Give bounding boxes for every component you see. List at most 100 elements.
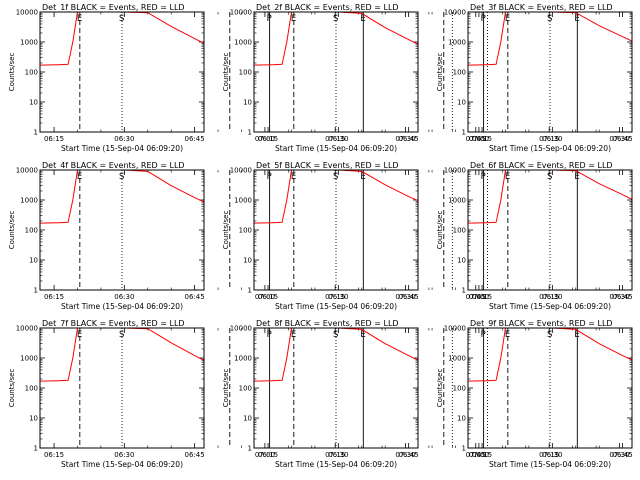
x-tick-label: 07:15: [539, 293, 559, 301]
plot-frame: [39, 11, 205, 133]
y-tick-label: 100: [453, 227, 466, 235]
y-axis-label: Counts/sec: [436, 53, 444, 92]
panel-title: Det_5f BLACK = Events, RED = LLD: [256, 161, 399, 170]
marker-letter: S: [547, 14, 552, 24]
events-series-line: [451, 69, 640, 91]
x-tick-label: 06:30: [542, 293, 562, 301]
y-tick-label: 10: [457, 257, 466, 265]
marker-letter: S: [547, 172, 552, 182]
x-tick-label: 06:30: [542, 135, 562, 143]
x-tick-label: 06:30: [328, 293, 348, 301]
x-tick-label: 06:45: [185, 293, 205, 301]
x-axis-label: Start Time (15-Sep-04 06:09:20): [61, 302, 183, 311]
y-tick-label: 1000: [20, 39, 38, 47]
x-tick-label: 06:15: [472, 451, 492, 459]
y-tick-label: 100: [239, 227, 252, 235]
y-tick-label: 100: [25, 385, 38, 393]
y-axis-label: Counts/sec: [222, 211, 230, 250]
x-tick-label: 07:15: [539, 135, 559, 143]
x-axis-label: Start Time (15-Sep-04 06:09:20): [275, 302, 397, 311]
panel-title: Det_1f BLACK = Events, RED = LLD: [42, 3, 185, 12]
x-tick-label: 06:30: [114, 293, 134, 301]
y-tick-label: 100: [239, 385, 252, 393]
x-tick-label: 07:30: [395, 135, 415, 143]
plot-frame: [467, 169, 633, 291]
y-tick-label: 10000: [16, 9, 38, 17]
x-tick-label: 06:15: [472, 293, 492, 301]
x-tick-label: 06:45: [399, 135, 419, 143]
marker-letter: S: [333, 330, 338, 340]
y-tick-label: 10000: [444, 167, 466, 175]
x-tick-label: 07:30: [395, 451, 415, 459]
marker-letter: S: [333, 172, 338, 182]
panel-title: Det_4f BLACK = Events, RED = LLD: [42, 161, 185, 170]
lld-series-line: [468, 12, 632, 66]
panel-det-5: Det_5f BLACK = Events, RED = LLD Counts/s…: [222, 161, 640, 311]
y-tick-label: 10000: [444, 9, 466, 17]
marker-letter: E: [574, 14, 579, 24]
x-axis-label: Start Time (15-Sep-04 06:09:20): [61, 460, 183, 469]
marker-letter: P: [481, 330, 486, 340]
x-tick-label: 06:15: [44, 451, 64, 459]
y-tick-label: 10: [457, 99, 466, 107]
x-tick-label: 07:30: [609, 293, 629, 301]
y-tick-label: 10: [457, 415, 466, 423]
y-axis-label: Counts/sec: [222, 53, 230, 92]
x-tick-label: 07:45: [466, 293, 486, 301]
y-tick-label: 10: [243, 99, 252, 107]
events-series-line: [237, 220, 448, 251]
lld-series-line: [468, 170, 632, 224]
panel-det-1: Det_1f BLACK = Events, RED = LLD Counts/s…: [8, 3, 488, 153]
x-tick-label: 06:30: [114, 135, 134, 143]
x-tick-label: 06:45: [399, 451, 419, 459]
panel-title: Det_2f BLACK = Events, RED = LLD: [256, 3, 399, 12]
y-axis-label: Counts/sec: [8, 211, 16, 250]
y-tick-label: 10000: [230, 9, 252, 17]
x-tick-label: 06:45: [613, 293, 633, 301]
y-tick-label: 1: [34, 287, 38, 295]
marker-letter: P: [481, 14, 486, 24]
y-tick-label: 1: [34, 445, 38, 453]
marker-letter: E: [77, 330, 82, 340]
y-tick-label: 10: [243, 257, 252, 265]
x-tick-label: 06:15: [44, 293, 64, 301]
marker-letter: E: [77, 14, 82, 24]
y-tick-label: 1000: [234, 197, 252, 205]
plot-frame: [253, 327, 419, 449]
x-tick-label: 06:45: [185, 135, 205, 143]
plot-frame: [39, 327, 205, 449]
x-tick-label: 06:15: [258, 293, 278, 301]
y-tick-label: 1: [248, 445, 252, 453]
marker-letter: E: [77, 172, 82, 182]
x-tick-label: 06:30: [328, 451, 348, 459]
y-tick-label: 1: [462, 287, 466, 295]
marker-letter: E: [291, 330, 296, 340]
panel-title: Det_8f BLACK = Events, RED = LLD: [256, 319, 399, 328]
marker-letter: E: [574, 330, 579, 340]
marker-letter: E: [574, 172, 579, 182]
x-axis-label: Start Time (15-Sep-04 06:09:20): [489, 460, 611, 469]
panel-title: Det_3f BLACK = Events, RED = LLD: [470, 3, 613, 12]
lld-series-line: [254, 170, 418, 224]
panel-det-6: Det_6f BLACK = Events, RED = LLD Counts/s…: [436, 161, 633, 311]
y-tick-label: 1: [462, 445, 466, 453]
y-tick-label: 1000: [20, 197, 38, 205]
marker-letter: E: [360, 172, 365, 182]
events-series-line: [451, 219, 640, 242]
plot-frame: [467, 327, 633, 449]
marker-letter: P: [267, 172, 272, 182]
panel-title: Det_6f BLACK = Events, RED = LLD: [470, 161, 613, 170]
y-tick-label: 10000: [16, 325, 38, 333]
x-tick-label: 06:45: [399, 293, 419, 301]
x-tick-label: 07:00: [255, 293, 275, 301]
marker-letter: E: [505, 172, 510, 182]
panel-title: Det_9f BLACK = Events, RED = LLD: [470, 319, 613, 328]
marker-letter: E: [291, 14, 296, 24]
x-tick-label: 06:45: [613, 135, 633, 143]
y-axis-label: Counts/sec: [8, 53, 16, 92]
y-tick-label: 100: [25, 69, 38, 77]
panel-det-7: Det_7f BLACK = Events, RED = LLD Counts/s…: [8, 319, 488, 469]
y-tick-label: 10: [243, 415, 252, 423]
y-axis-label: Counts/sec: [222, 369, 230, 408]
